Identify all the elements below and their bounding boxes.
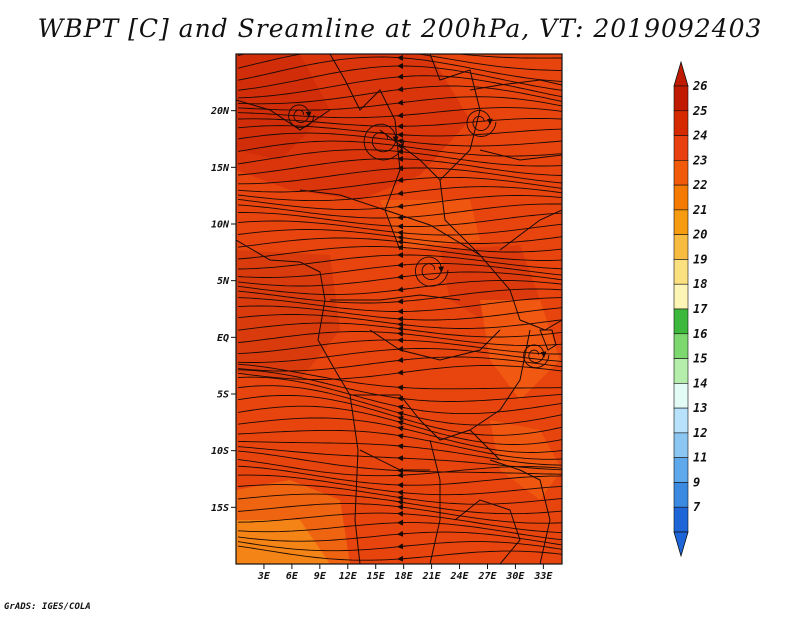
lat-tick-label: EQ bbox=[217, 333, 229, 344]
colorbar-swatch bbox=[673, 358, 689, 384]
map-plot-area bbox=[236, 54, 562, 564]
colorbar-label: 19 bbox=[693, 252, 707, 266]
lon-tick-label: 18E bbox=[395, 571, 414, 582]
lon-tick-label: 3E bbox=[257, 571, 271, 582]
colorbar-label: 11 bbox=[693, 451, 707, 465]
colorbar-swatch bbox=[673, 110, 689, 136]
colorbar-swatch bbox=[673, 333, 689, 359]
colorbar-label: 9 bbox=[693, 475, 700, 489]
colorbar-swatch bbox=[673, 259, 689, 285]
lat-tick-label: 10N bbox=[211, 220, 230, 231]
colorbar-label: 18 bbox=[693, 277, 707, 291]
colorbar-label: 20 bbox=[692, 228, 707, 242]
colorbar-label: 22 bbox=[692, 178, 707, 192]
lat-tick-label: 5S bbox=[217, 390, 229, 401]
map-title: WBPT [C] and Sreamline at 200hPa, VT: 20… bbox=[37, 14, 763, 43]
lon-tick-label: 15E bbox=[367, 571, 386, 582]
colorbar-label: 13 bbox=[693, 401, 707, 415]
colorbar-label: 17 bbox=[693, 302, 708, 316]
colorbar-label: 23 bbox=[692, 153, 707, 167]
colorbar-label: 15 bbox=[693, 352, 707, 366]
temperature-shading bbox=[236, 54, 562, 564]
colorbar-swatch bbox=[673, 383, 689, 409]
grads-credit: GrADS: IGES/COLA bbox=[4, 602, 91, 612]
colorbar-swatch bbox=[673, 283, 689, 310]
colorbar-label: 14 bbox=[693, 376, 707, 390]
lon-tick-label: 27E bbox=[477, 571, 497, 582]
colorbar-swatch bbox=[673, 506, 689, 533]
colorbar-swatch bbox=[673, 432, 689, 458]
map-frame bbox=[235, 53, 563, 565]
colorbar-swatch bbox=[673, 407, 689, 434]
lon-tick-label: 6E bbox=[286, 571, 299, 582]
colorbar-swatch bbox=[673, 457, 689, 483]
colorbar-top-arrow bbox=[673, 60, 689, 87]
colorbar-label: 25 bbox=[692, 104, 707, 118]
lat-tick-label: 20N bbox=[210, 106, 230, 117]
colorbar-label: 16 bbox=[693, 327, 707, 341]
lon-tick-label: 24E bbox=[450, 571, 470, 582]
colorbar-swatch bbox=[673, 135, 689, 161]
colorbar-swatch bbox=[673, 482, 689, 508]
latitude-axis: 20N 15N 10N 5N EQ 5S 10S 15S bbox=[210, 106, 236, 514]
lat-tick-label: 15S bbox=[211, 503, 229, 514]
colorbar-swatch bbox=[673, 234, 689, 260]
lon-tick-label: 33E bbox=[533, 571, 553, 582]
colorbar-bottom-arrow bbox=[673, 531, 689, 558]
lat-tick-label: 15N bbox=[211, 163, 230, 174]
colorbar-label: 12 bbox=[693, 426, 707, 440]
colorbar-swatch bbox=[673, 85, 689, 112]
colorbar-swatch bbox=[673, 184, 689, 211]
colorbar-swatch bbox=[673, 160, 689, 186]
longitude-axis: 3E 6E 9E 12E 15E 18E 21E 24E 27E 30E 33E bbox=[257, 564, 553, 582]
colorbar-swatch bbox=[673, 308, 689, 335]
colorbar: 26 25 24 23 22 21 20 19 18 17 16 15 14 13 12 11 9 7 bbox=[673, 60, 708, 558]
colorbar-label: 21 bbox=[692, 203, 707, 217]
streamlines bbox=[237, 54, 562, 562]
colorbar-label: 24 bbox=[692, 129, 707, 143]
colorbar-swatch bbox=[673, 209, 689, 235]
colorbar-label: 26 bbox=[692, 79, 707, 93]
colorbar-label: 7 bbox=[693, 500, 701, 514]
lat-tick-label: 5N bbox=[217, 276, 230, 287]
lon-tick-label: 9E bbox=[314, 571, 327, 582]
lon-tick-label: 12E bbox=[339, 571, 358, 582]
lon-tick-label: 21E bbox=[422, 571, 442, 582]
lon-tick-label: 30E bbox=[505, 571, 525, 582]
lat-tick-label: 10S bbox=[211, 446, 229, 457]
